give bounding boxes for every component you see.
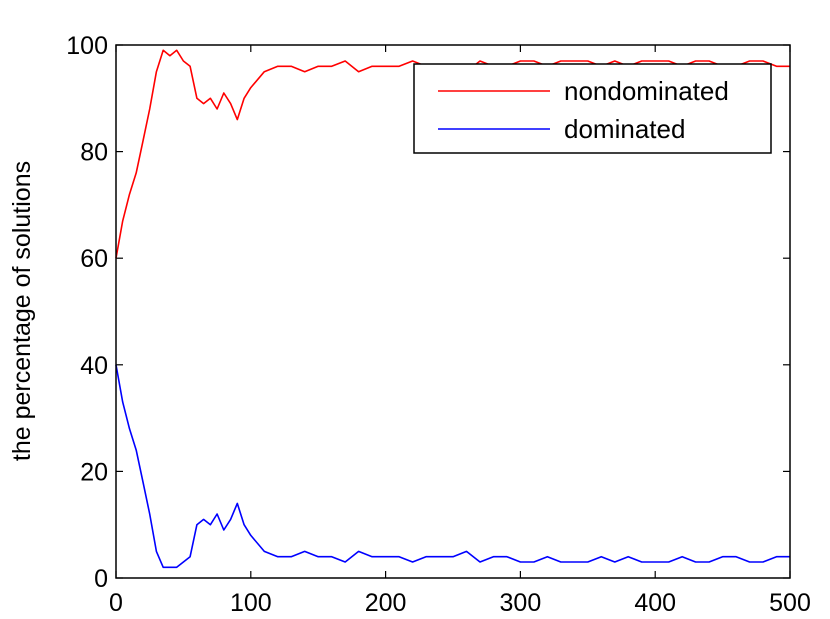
legend-label-nondominated: nondominated [564,76,729,106]
y-tick-label-3: 60 [80,245,108,273]
series-line-nondominated [115,49,790,259]
legend-label-dominated: dominated [564,114,685,144]
y-tick-label-5: 100 [66,32,108,60]
x-tick-label-0: 0 [109,589,123,617]
x-tick-label-2: 200 [365,589,407,617]
x-tick-label-1: 100 [230,589,272,617]
tick-labels: 0 100 200 300 400 500 0 20 40 60 80 100 [66,32,811,617]
plot-frame [115,44,791,579]
series-line-dominated [115,364,790,569]
x-tick-label-5: 500 [769,589,811,617]
y-tick-label-0: 0 [94,565,108,593]
y-tick-label-1: 20 [80,458,108,486]
y-tick-label-2: 40 [80,352,108,380]
legend: nondominated dominated [413,63,772,154]
legend-box [413,63,772,154]
y-tick-label-4: 80 [80,139,108,167]
x-tick-label-4: 400 [634,589,676,617]
x-tick-label-3: 300 [500,589,542,617]
y-axis-title: the percentage of solutions [8,161,36,461]
series-lines [115,49,790,569]
